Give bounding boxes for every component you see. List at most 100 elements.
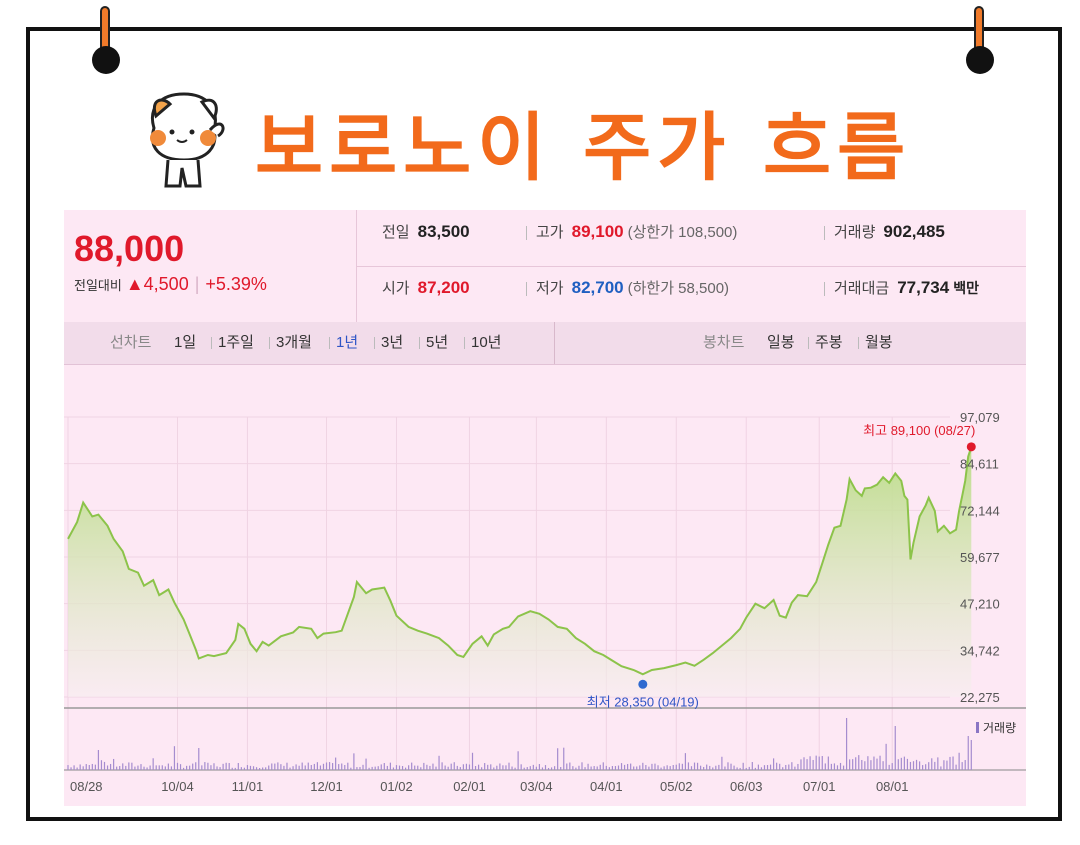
volume-bar (654, 763, 656, 770)
tab-1y[interactable]: 1년 (328, 322, 358, 364)
volume-bar (404, 767, 407, 770)
volume-bar (833, 763, 836, 770)
volume-bar (766, 765, 769, 770)
volume-bar (584, 767, 586, 770)
volume-bar (651, 763, 653, 770)
volume-bar (849, 759, 851, 770)
volume-bar (456, 765, 458, 770)
volume-bar (934, 761, 936, 770)
price-line (67, 446, 973, 676)
volume-bar (620, 763, 623, 770)
quote-row-2: 시가 87,200 저가 82,700 (하한가 58,500) 거래대금 77,734… (356, 266, 1026, 322)
volume-bar (684, 753, 686, 770)
volume-bar (912, 761, 915, 770)
volume-bar (858, 755, 860, 770)
tab-3m[interactable]: 3개월 (269, 322, 312, 364)
volume-bar (958, 752, 960, 770)
volume-bar (547, 767, 550, 770)
volume-bar (915, 759, 918, 770)
volume-bar (718, 764, 720, 770)
volume-bar (748, 766, 750, 770)
tab-5y[interactable]: 5년 (418, 322, 448, 364)
volume-bar (219, 767, 221, 770)
tab-1w[interactable]: 1주일 (211, 322, 254, 364)
volume-bar (477, 764, 480, 770)
volume-bar (137, 765, 139, 770)
volume-bar (295, 764, 297, 770)
volume-bar (286, 762, 288, 770)
tab-3y[interactable]: 3년 (373, 322, 403, 364)
volume-bar (508, 762, 510, 770)
volume-bar (173, 746, 176, 770)
volume-bar (608, 767, 610, 770)
volume-bar (237, 763, 239, 770)
y-tick-label: 47,210 (960, 597, 1000, 612)
volume-bar (952, 756, 954, 770)
volume-bar (243, 767, 245, 770)
volume-bar (794, 766, 796, 770)
tab-daily[interactable]: 일봉 (767, 334, 795, 351)
volume-bar (471, 752, 474, 770)
volume-bar (870, 760, 872, 770)
volume-bar (797, 763, 799, 770)
volume-bar (76, 767, 78, 770)
y-tick-label: 22,275 (960, 690, 1000, 705)
volume-bar (541, 767, 544, 770)
open-price: 시가 87,200 (382, 278, 470, 297)
volume-bar (328, 762, 331, 770)
volume-bar (788, 764, 790, 770)
volume-bar (903, 756, 905, 770)
prev-close: 전일 83,500 (382, 222, 470, 241)
volume-bar (484, 763, 486, 770)
volume-bar (423, 762, 425, 770)
volume: 거래량 902,485 (824, 210, 945, 266)
volume-bar (371, 766, 373, 770)
volume-bar (657, 765, 659, 770)
volume-bar (134, 766, 136, 770)
volume-bar (809, 756, 811, 770)
volume-bar (681, 763, 683, 770)
volume-bar (672, 765, 674, 770)
volume-bar (274, 763, 276, 770)
volume-bar (669, 766, 671, 770)
volume-bar (462, 764, 464, 770)
change-value: ▲4,500 (125, 274, 189, 294)
volume-bar (581, 762, 583, 770)
volume-bar (544, 765, 547, 770)
volume-bar (675, 764, 677, 770)
volume-bar (642, 762, 644, 770)
y-tick-label: 84,611 (960, 457, 999, 472)
volume-bar (368, 767, 370, 770)
x-tick-label: 02/01 (453, 779, 486, 794)
x-tick-label: 05/02 (660, 779, 693, 794)
volume-bar (453, 762, 455, 770)
volume-bar (222, 763, 224, 770)
volume-bar (298, 765, 300, 770)
volume-bar (529, 766, 531, 770)
tab-10y[interactable]: 10년 (464, 322, 502, 364)
volume-bar (158, 765, 160, 770)
volume-bar (106, 765, 109, 770)
volume-bar (429, 765, 431, 770)
tab-1d[interactable]: 1일 (174, 334, 197, 351)
volume-bar (636, 766, 638, 770)
volume-legend-swatch (976, 722, 979, 733)
price-chart: 97,079 84,611 72,144 59,677 47,210 34,742 22,2… (64, 410, 1026, 794)
volume-bar (493, 767, 495, 770)
volume-bar (727, 762, 729, 770)
volume-bar (113, 758, 115, 770)
line-chart-label: 선차트 (110, 334, 152, 351)
volume-bar (125, 765, 127, 770)
volume-legend-label: 거래량 (983, 721, 1016, 735)
volume-bar (776, 762, 778, 770)
volume-bar (255, 767, 258, 770)
volume-bar (526, 767, 528, 770)
volume-bar (842, 765, 845, 770)
volume-bar (228, 763, 230, 770)
quote-row-1: 전일 83,500 고가 89,100 (상한가 108,500) 거래량 902,48… (356, 210, 1026, 267)
volume-bar (356, 767, 358, 770)
tab-weekly[interactable]: 주봉 (808, 322, 843, 364)
tab-monthly[interactable]: 월봉 (858, 322, 893, 364)
volume-bar (852, 759, 854, 770)
volume-bar (745, 767, 747, 770)
